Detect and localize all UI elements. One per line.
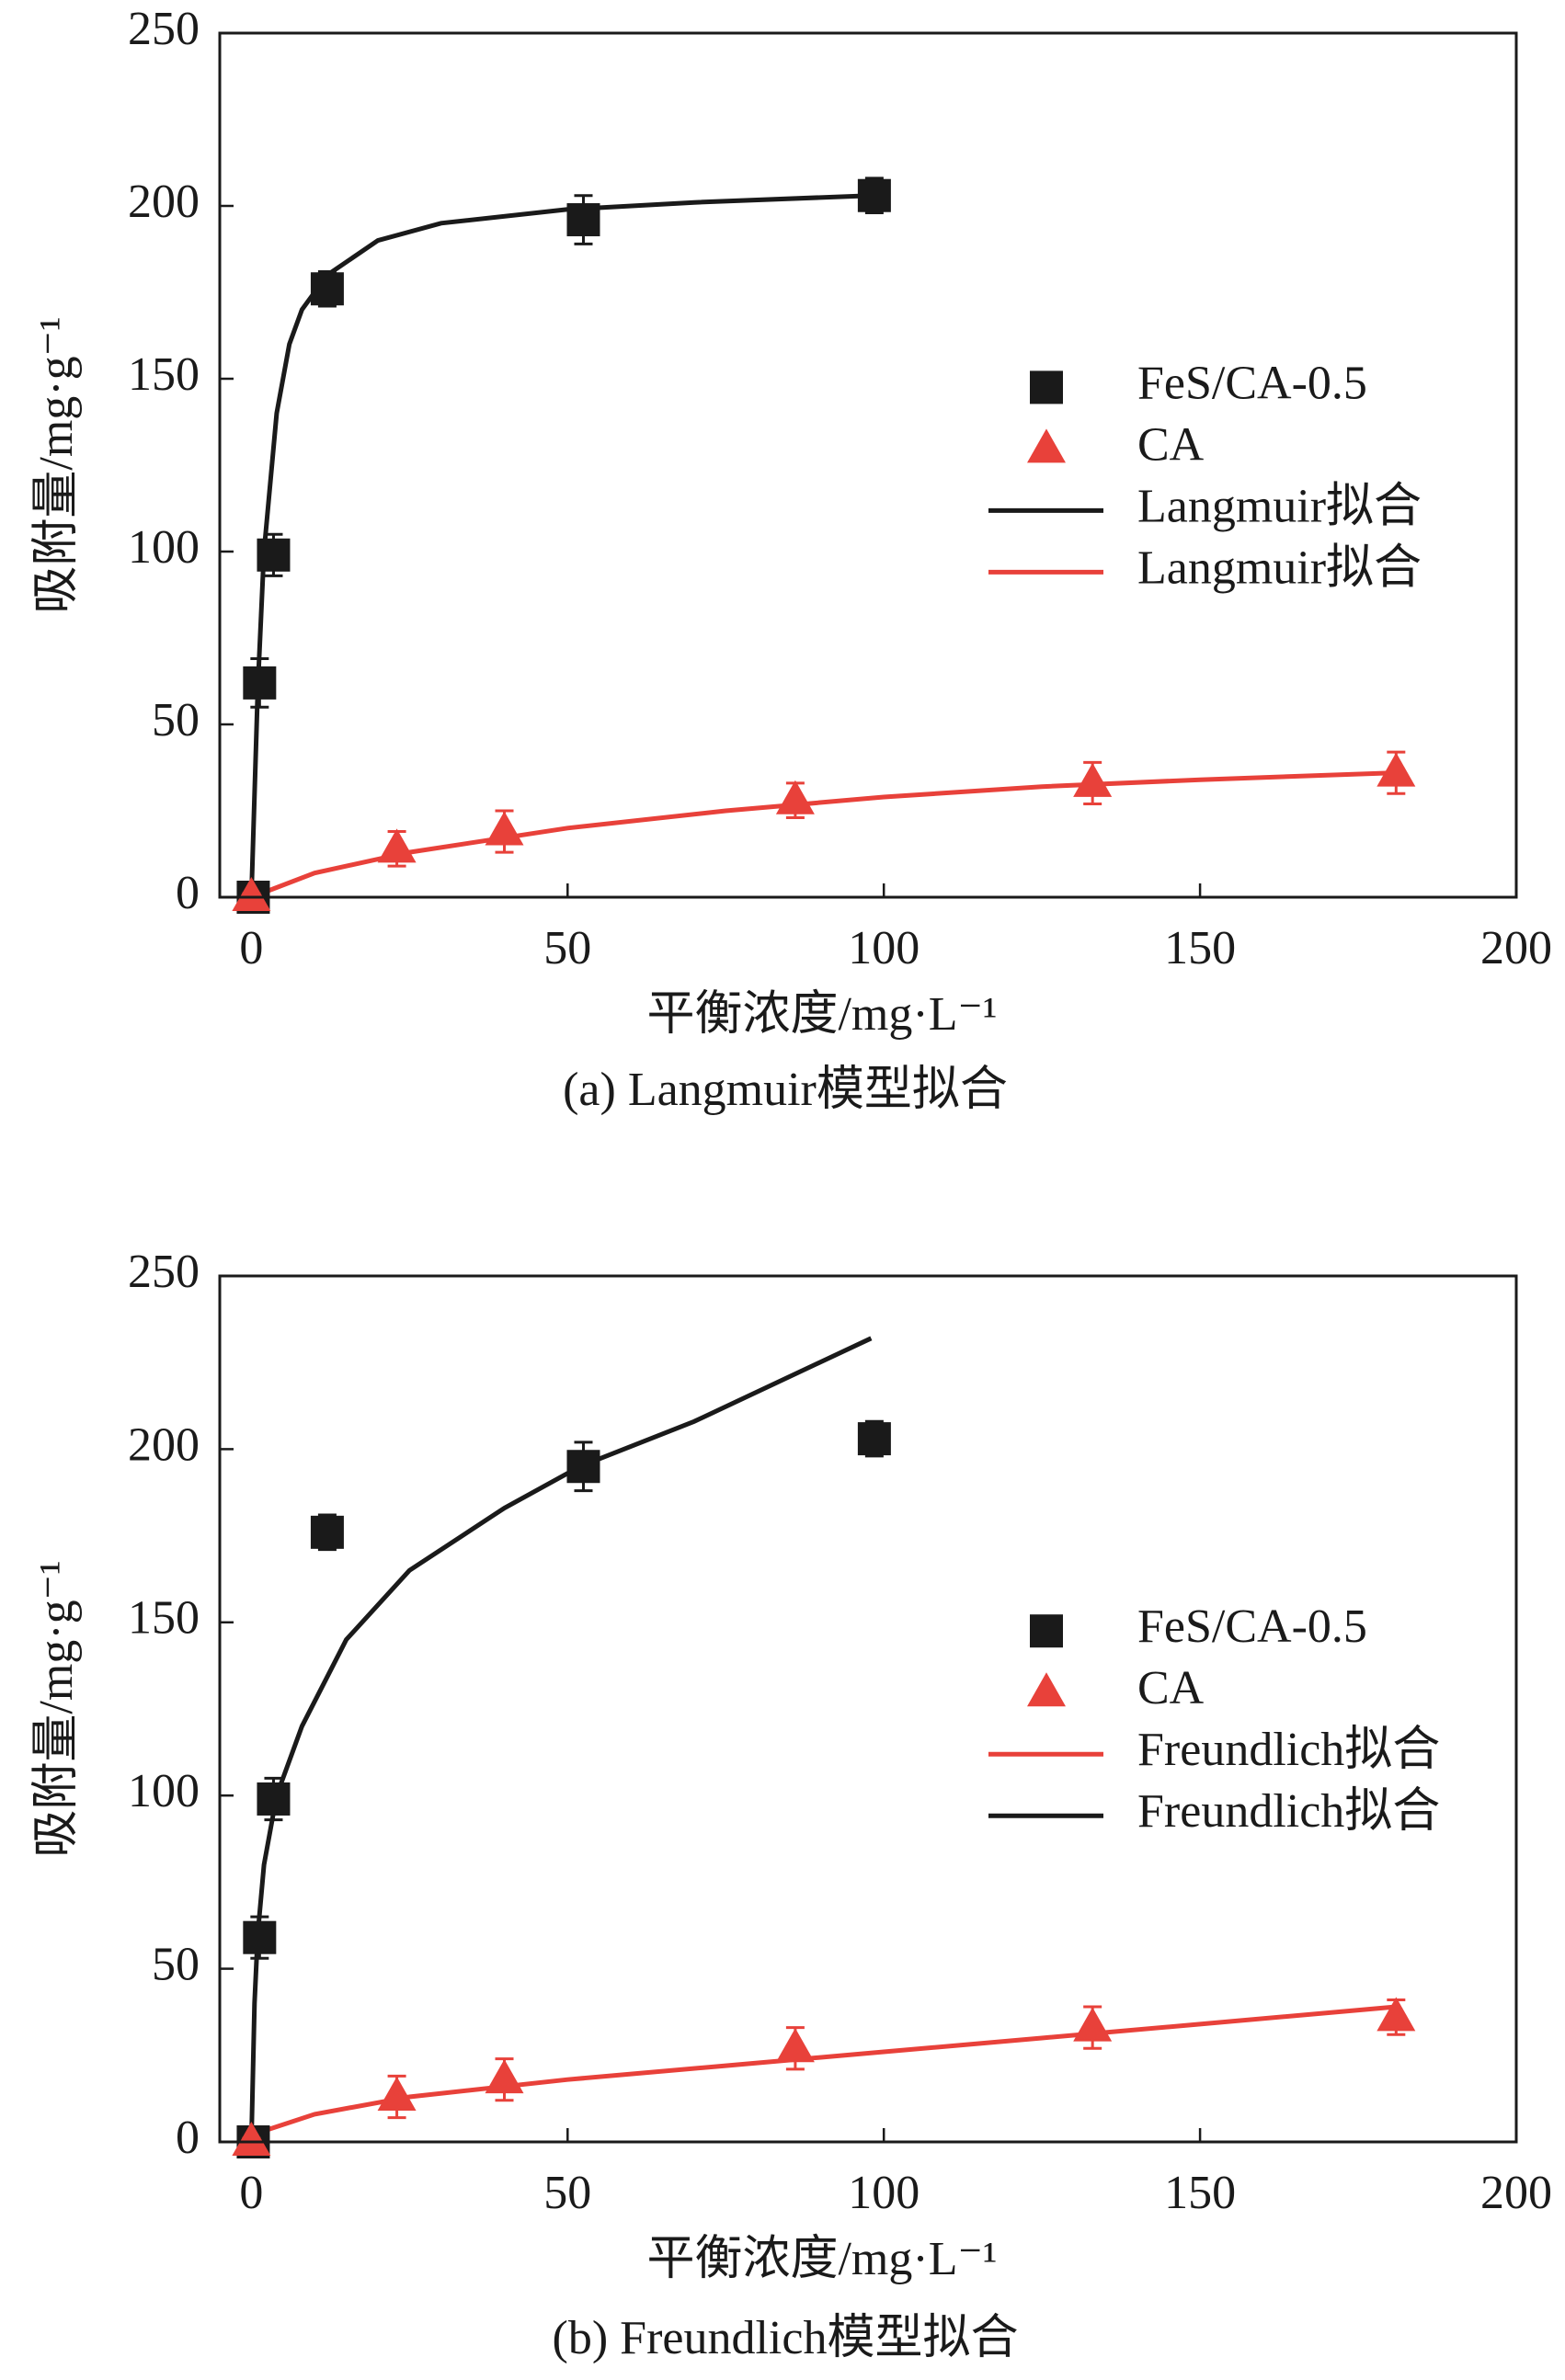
data-point [1377, 752, 1416, 787]
data-point [566, 1450, 600, 1484]
caption: (a) Langmuir模型拟合 [563, 1064, 1008, 1116]
legend-marker [1030, 370, 1063, 404]
legend-label: FeS/CA-0.5 [1137, 1600, 1367, 1653]
data-point [1073, 762, 1113, 797]
y-tick-label: 0 [176, 2112, 200, 2164]
legend-label: Langmuir拟合 [1137, 480, 1422, 532]
data-point [232, 2122, 271, 2156]
legend-marker [1030, 1614, 1063, 1648]
legend-label: Langmuir拟合 [1137, 541, 1422, 594]
y-tick-label: 250 [128, 1246, 200, 1298]
legend-label: Freundlich拟合 [1137, 1724, 1440, 1776]
legend-marker [1027, 1672, 1066, 1707]
x-tick-label: 200 [1480, 922, 1552, 974]
x-tick-label: 100 [848, 2167, 920, 2219]
data-point [857, 178, 891, 212]
data-point [857, 1422, 891, 1456]
data-point [310, 1515, 344, 1549]
y-tick-label: 100 [128, 1765, 200, 1817]
data-point [1377, 1997, 1416, 2032]
data-point [377, 2077, 417, 2112]
x-tick-label: 50 [543, 922, 591, 974]
y-tick-label: 200 [128, 1418, 200, 1471]
x-axis-label: 平衡浓度/mg·L⁻¹ [646, 2233, 997, 2285]
legend-label: FeS/CA-0.5 [1137, 357, 1367, 409]
caption: (b) Freundlich模型拟合 [553, 2312, 1019, 2364]
data-point [485, 2059, 524, 2094]
legend-marker [1027, 428, 1066, 463]
data-point [1073, 2007, 1113, 2042]
y-tick-label: 100 [128, 521, 200, 574]
y-tick-label: 50 [152, 694, 200, 746]
y-tick-label: 150 [128, 1592, 200, 1645]
data-point [310, 272, 344, 306]
x-tick-label: 100 [848, 922, 920, 974]
legend-label: CA [1137, 1662, 1205, 1714]
x-tick-label: 150 [1164, 922, 1236, 974]
x-tick-label: 0 [239, 2167, 263, 2219]
data-point [243, 1920, 277, 1954]
y-tick-label: 150 [128, 348, 200, 401]
data-point [257, 538, 291, 572]
x-tick-label: 0 [239, 922, 263, 974]
x-tick-label: 50 [543, 2167, 591, 2219]
plot-frame [218, 1274, 1518, 2144]
data-point [232, 877, 271, 911]
data-point [566, 203, 600, 237]
x-tick-label: 200 [1480, 2167, 1552, 2219]
data-point [377, 828, 417, 863]
y-tick-label: 200 [128, 176, 200, 228]
fit-line [250, 770, 1397, 900]
x-tick-label: 150 [1164, 2167, 1236, 2219]
data-point [775, 2028, 815, 2063]
y-axis-label: 吸附量/mg·g⁻¹ [30, 316, 83, 613]
fit-line [248, 193, 872, 898]
y-tick-label: 50 [152, 1939, 200, 1991]
y-tick-label: 250 [128, 3, 200, 55]
legend-label: CA [1137, 418, 1205, 471]
y-tick-label: 0 [176, 867, 200, 919]
x-axis-label: 平衡浓度/mg·L⁻¹ [646, 988, 997, 1041]
data-point [485, 811, 524, 846]
legend-label: Freundlich拟合 [1137, 1785, 1440, 1838]
fit-line [248, 1336, 873, 2143]
data-point [257, 1782, 291, 1816]
fit-line [250, 2004, 1397, 2137]
plot-frame [218, 31, 1518, 899]
data-point [775, 780, 815, 814]
y-axis-label: 吸附量/mg·g⁻¹ [30, 1560, 83, 1857]
data-point [243, 666, 277, 700]
